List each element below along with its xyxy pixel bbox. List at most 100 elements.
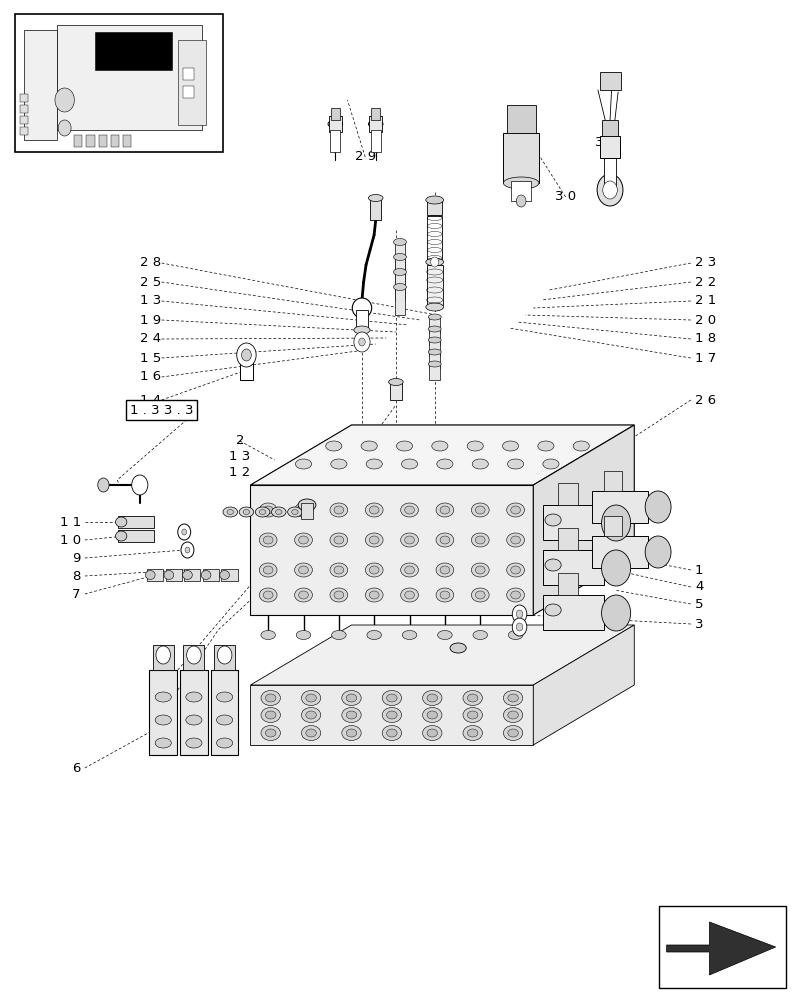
Ellipse shape bbox=[475, 506, 485, 514]
Ellipse shape bbox=[503, 726, 523, 740]
Bar bbox=[659, 906, 786, 988]
Ellipse shape bbox=[382, 690, 402, 706]
Ellipse shape bbox=[511, 506, 520, 514]
Ellipse shape bbox=[217, 738, 233, 748]
Ellipse shape bbox=[511, 566, 520, 574]
Text: 1 5: 1 5 bbox=[141, 352, 162, 364]
Ellipse shape bbox=[428, 337, 441, 343]
Ellipse shape bbox=[545, 559, 562, 571]
Circle shape bbox=[237, 343, 256, 367]
Ellipse shape bbox=[450, 643, 466, 653]
Bar bbox=[20, 94, 28, 102]
Bar bbox=[153, 645, 174, 670]
Text: 2 7: 2 7 bbox=[363, 430, 384, 442]
Ellipse shape bbox=[402, 631, 417, 640]
Ellipse shape bbox=[296, 459, 312, 469]
Text: 1 . 3 3 . 3: 1 . 3 3 . 3 bbox=[130, 403, 193, 416]
Ellipse shape bbox=[276, 510, 282, 514]
Ellipse shape bbox=[545, 604, 562, 616]
Bar bbox=[591, 491, 648, 523]
Ellipse shape bbox=[155, 715, 171, 725]
Ellipse shape bbox=[538, 441, 554, 451]
Text: 1 1: 1 1 bbox=[60, 516, 81, 528]
Ellipse shape bbox=[346, 711, 357, 719]
Text: 2 2: 2 2 bbox=[695, 275, 716, 288]
Bar bbox=[395, 287, 405, 315]
Bar bbox=[427, 200, 442, 215]
Ellipse shape bbox=[428, 349, 441, 355]
Ellipse shape bbox=[405, 591, 415, 599]
Ellipse shape bbox=[352, 298, 372, 318]
Bar bbox=[600, 72, 621, 90]
Ellipse shape bbox=[431, 441, 448, 451]
Ellipse shape bbox=[440, 591, 450, 599]
Bar bbox=[558, 573, 579, 595]
Ellipse shape bbox=[164, 570, 174, 580]
Ellipse shape bbox=[507, 563, 524, 577]
Polygon shape bbox=[667, 922, 776, 975]
Polygon shape bbox=[57, 25, 202, 130]
Ellipse shape bbox=[186, 692, 202, 702]
Ellipse shape bbox=[346, 729, 357, 737]
Ellipse shape bbox=[467, 441, 483, 451]
Bar bbox=[507, 105, 536, 133]
Ellipse shape bbox=[271, 507, 286, 517]
Ellipse shape bbox=[426, 258, 444, 266]
Ellipse shape bbox=[298, 499, 316, 511]
Circle shape bbox=[597, 174, 623, 206]
Circle shape bbox=[645, 536, 671, 568]
Text: 2 9: 2 9 bbox=[355, 150, 376, 163]
Ellipse shape bbox=[342, 726, 361, 740]
Ellipse shape bbox=[366, 459, 382, 469]
Ellipse shape bbox=[369, 536, 379, 544]
Ellipse shape bbox=[305, 729, 317, 737]
Ellipse shape bbox=[511, 536, 520, 544]
Text: 6: 6 bbox=[73, 762, 81, 774]
Ellipse shape bbox=[263, 591, 273, 599]
Ellipse shape bbox=[401, 563, 419, 577]
Text: 2 5: 2 5 bbox=[141, 275, 162, 288]
Ellipse shape bbox=[436, 563, 454, 577]
Ellipse shape bbox=[330, 588, 347, 602]
Bar bbox=[184, 569, 200, 581]
Text: 2 8: 2 8 bbox=[141, 256, 162, 269]
Ellipse shape bbox=[243, 510, 250, 514]
Ellipse shape bbox=[217, 715, 233, 725]
Ellipse shape bbox=[475, 536, 485, 544]
Ellipse shape bbox=[263, 536, 273, 544]
Ellipse shape bbox=[508, 631, 523, 640]
Ellipse shape bbox=[440, 566, 450, 574]
Ellipse shape bbox=[301, 726, 321, 740]
Ellipse shape bbox=[186, 715, 202, 725]
Ellipse shape bbox=[259, 510, 266, 514]
Ellipse shape bbox=[330, 459, 347, 469]
Bar bbox=[123, 135, 131, 147]
Ellipse shape bbox=[507, 459, 524, 469]
Bar bbox=[214, 645, 235, 670]
Ellipse shape bbox=[223, 507, 238, 517]
Ellipse shape bbox=[295, 563, 313, 577]
Bar bbox=[503, 133, 539, 183]
Ellipse shape bbox=[428, 361, 441, 367]
Text: 1 0: 1 0 bbox=[60, 534, 81, 546]
Ellipse shape bbox=[369, 506, 379, 514]
Ellipse shape bbox=[440, 506, 450, 514]
Circle shape bbox=[185, 547, 190, 553]
Ellipse shape bbox=[397, 441, 413, 451]
Bar bbox=[180, 670, 208, 755]
Bar bbox=[20, 127, 28, 135]
Ellipse shape bbox=[472, 459, 488, 469]
Bar bbox=[395, 257, 405, 285]
Bar bbox=[183, 86, 194, 98]
Circle shape bbox=[156, 646, 170, 664]
Ellipse shape bbox=[365, 588, 383, 602]
Polygon shape bbox=[250, 425, 634, 485]
Bar bbox=[99, 135, 107, 147]
Ellipse shape bbox=[382, 708, 402, 722]
Bar bbox=[395, 272, 405, 300]
Bar bbox=[118, 530, 154, 542]
Ellipse shape bbox=[427, 711, 438, 719]
Bar bbox=[429, 317, 440, 333]
Ellipse shape bbox=[508, 729, 519, 737]
Ellipse shape bbox=[405, 506, 415, 514]
